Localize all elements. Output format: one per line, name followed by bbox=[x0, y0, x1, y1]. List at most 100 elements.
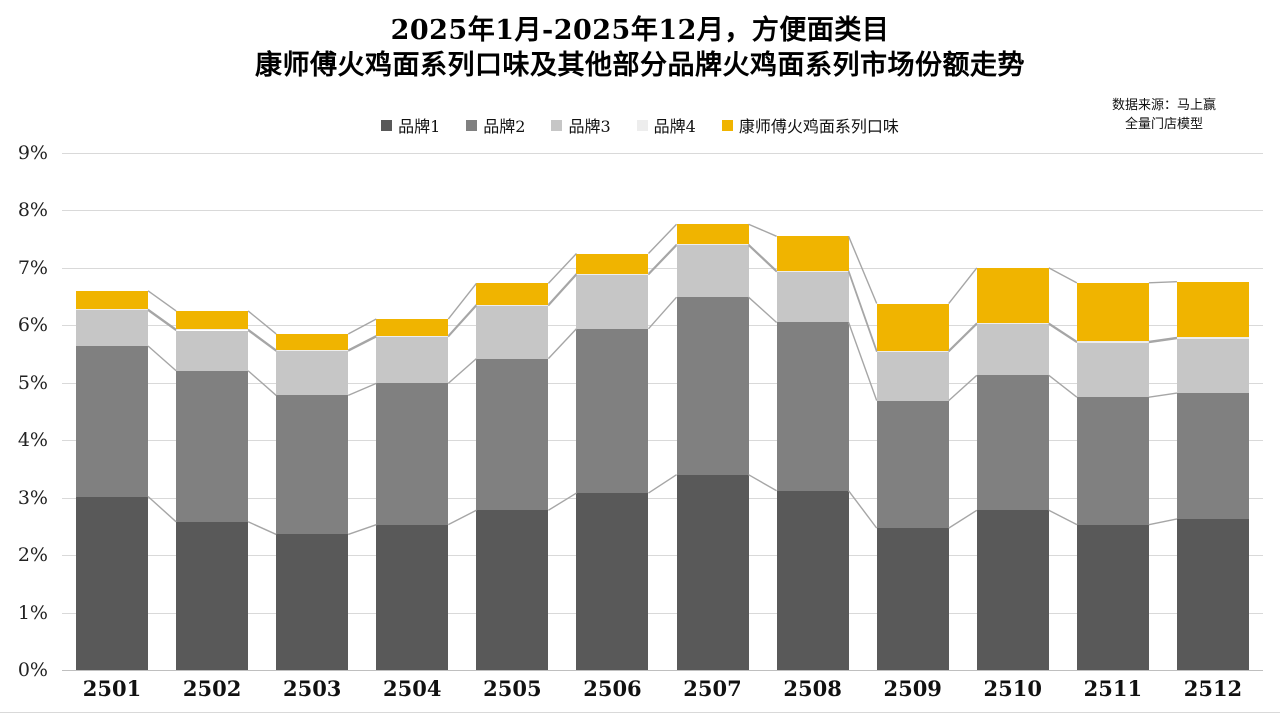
bar-group[interactable] bbox=[1176, 153, 1249, 670]
bar-segment[interactable] bbox=[376, 319, 449, 336]
bar-segment[interactable] bbox=[476, 305, 549, 359]
legend-swatch-icon bbox=[381, 119, 393, 131]
legend-item[interactable]: 康师傅火鸡面系列口味 bbox=[721, 113, 899, 137]
bar-segment[interactable] bbox=[776, 271, 849, 323]
bars-layer bbox=[62, 153, 1263, 670]
connector-line bbox=[247, 328, 277, 351]
bar-segment[interactable] bbox=[576, 253, 649, 274]
bar-group[interactable] bbox=[776, 153, 849, 670]
bar-segment[interactable] bbox=[376, 524, 449, 670]
legend-item[interactable]: 品牌1 bbox=[381, 113, 440, 137]
bar-segment[interactable] bbox=[176, 330, 249, 371]
bar-segment[interactable] bbox=[1176, 281, 1249, 338]
bar-segment[interactable] bbox=[76, 310, 149, 346]
bar-group[interactable] bbox=[1076, 153, 1149, 670]
bar-segment[interactable] bbox=[76, 346, 149, 497]
bar-segment[interactable] bbox=[576, 273, 649, 275]
bar-group[interactable] bbox=[76, 153, 149, 670]
bar-segment[interactable] bbox=[776, 490, 849, 670]
bar-segment[interactable] bbox=[376, 383, 449, 525]
data-source-line-1: 数据来源：马上赢 bbox=[1111, 98, 1216, 113]
bar-segment[interactable] bbox=[876, 400, 949, 529]
bottom-divider bbox=[0, 712, 1280, 713]
bar-segment[interactable] bbox=[976, 267, 1049, 324]
bar-group[interactable] bbox=[276, 153, 349, 670]
bar-segment[interactable] bbox=[1176, 393, 1249, 519]
bar-segment[interactable] bbox=[676, 245, 749, 298]
bar-segment[interactable] bbox=[676, 244, 749, 246]
legend-item-label: 品牌3 bbox=[568, 117, 611, 136]
connector-line bbox=[447, 282, 477, 320]
plot-area bbox=[62, 153, 1263, 671]
bar-segment[interactable] bbox=[676, 224, 749, 245]
bar-segment[interactable] bbox=[976, 510, 1049, 670]
bar-segment[interactable] bbox=[976, 323, 1049, 325]
connector-line bbox=[1148, 337, 1178, 344]
bar-segment[interactable] bbox=[1076, 342, 1149, 398]
connector-line bbox=[647, 223, 678, 255]
bar-group[interactable] bbox=[376, 153, 449, 670]
bar-segment[interactable] bbox=[276, 351, 349, 396]
bar-segment[interactable] bbox=[876, 528, 949, 670]
bar-segment[interactable] bbox=[1076, 524, 1149, 670]
bar-segment[interactable] bbox=[1076, 341, 1149, 343]
bar-segment[interactable] bbox=[476, 358, 549, 511]
bar-group[interactable] bbox=[476, 153, 549, 670]
gridline bbox=[62, 612, 1263, 614]
connector-line bbox=[147, 309, 177, 332]
gridline bbox=[62, 325, 1263, 327]
bar-group[interactable] bbox=[976, 153, 1049, 670]
bar-segment[interactable] bbox=[276, 534, 349, 670]
bar-segment[interactable] bbox=[76, 496, 149, 670]
bar-segment[interactable] bbox=[976, 324, 1049, 376]
bar-segment[interactable] bbox=[176, 521, 249, 670]
bar-segment[interactable] bbox=[176, 310, 249, 330]
bar-segment[interactable] bbox=[576, 328, 649, 494]
bar-segment[interactable] bbox=[76, 309, 149, 311]
bar-group[interactable] bbox=[876, 153, 949, 670]
bar-segment[interactable] bbox=[476, 283, 549, 305]
legend-item[interactable]: 品牌2 bbox=[466, 113, 525, 137]
bar-segment[interactable] bbox=[1176, 337, 1249, 339]
bar-segment[interactable] bbox=[76, 290, 149, 310]
bar-segment[interactable] bbox=[476, 510, 549, 670]
bar-segment[interactable] bbox=[376, 335, 449, 337]
bar-segment[interactable] bbox=[276, 350, 349, 352]
gridline bbox=[62, 267, 1263, 269]
bar-segment[interactable] bbox=[1176, 518, 1249, 670]
bar-segment[interactable] bbox=[776, 236, 849, 271]
connector-line bbox=[847, 236, 878, 304]
bar-group[interactable] bbox=[176, 153, 249, 670]
legend-item[interactable]: 品牌3 bbox=[551, 113, 611, 137]
bar-segment[interactable] bbox=[976, 375, 1049, 511]
bar-segment[interactable] bbox=[876, 351, 949, 401]
bar-segment[interactable] bbox=[776, 270, 849, 272]
x-axis-tick-label: 2510 bbox=[983, 676, 1043, 701]
bar-segment[interactable] bbox=[576, 493, 649, 670]
legend-item[interactable]: 品牌4 bbox=[636, 113, 696, 137]
gridline bbox=[62, 555, 1263, 557]
bar-segment[interactable] bbox=[476, 304, 549, 306]
connector-line bbox=[447, 509, 477, 526]
connector-line bbox=[748, 296, 778, 323]
bar-segment[interactable] bbox=[276, 333, 349, 351]
bar-segment[interactable] bbox=[876, 350, 949, 352]
bar-segment[interactable] bbox=[776, 322, 849, 491]
bar-segment[interactable] bbox=[1076, 397, 1149, 525]
bar-segment[interactable] bbox=[1176, 338, 1249, 394]
bar-segment[interactable] bbox=[176, 370, 249, 522]
bar-group[interactable] bbox=[676, 153, 749, 670]
bar-segment[interactable] bbox=[1076, 282, 1149, 342]
bar-segment[interactable] bbox=[676, 474, 749, 670]
bar-segment[interactable] bbox=[876, 303, 949, 351]
bar-segment[interactable] bbox=[376, 336, 449, 384]
connector-line bbox=[347, 524, 377, 536]
bar-group[interactable] bbox=[576, 153, 649, 670]
bar-segment[interactable] bbox=[276, 395, 349, 535]
x-axis-tick-label: 2505 bbox=[483, 676, 542, 701]
legend-item-label: 品牌1 bbox=[398, 117, 441, 136]
bar-segment[interactable] bbox=[676, 297, 749, 475]
connector-line bbox=[1048, 267, 1078, 284]
bar-segment[interactable] bbox=[576, 274, 649, 329]
bar-segment[interactable] bbox=[176, 329, 249, 331]
